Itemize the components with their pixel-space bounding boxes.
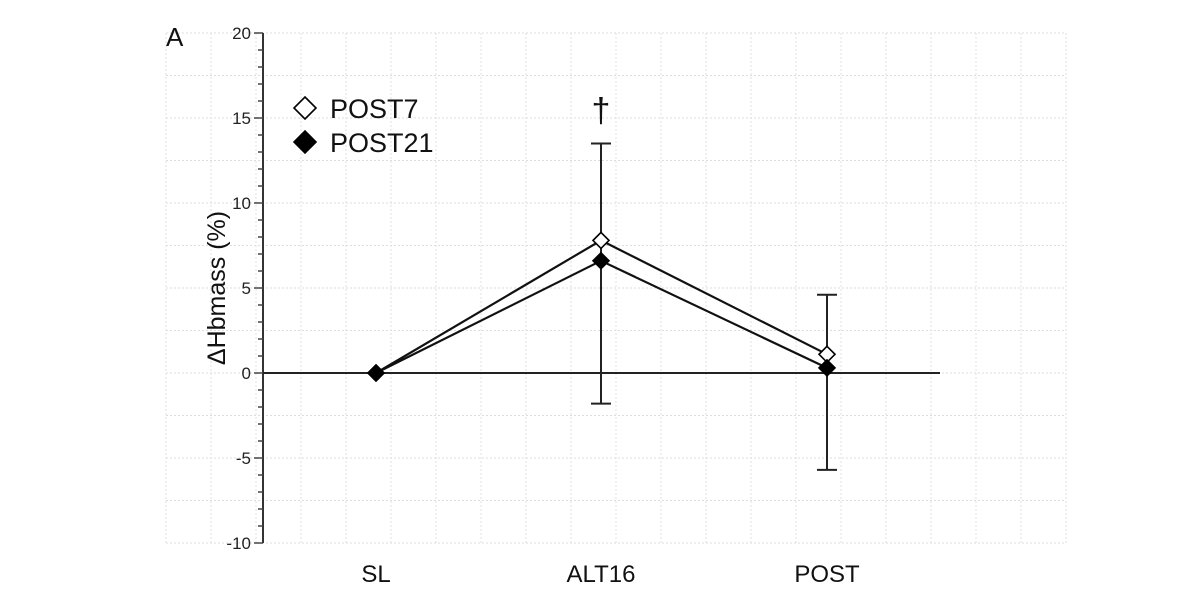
y-tick-label: 0 — [242, 364, 251, 383]
legend-marker — [292, 95, 318, 121]
data-point-post21 — [366, 363, 386, 383]
marks: † — [366, 92, 837, 471]
y-tick-label: -5 — [236, 449, 251, 468]
x-tick-label: ALT16 — [567, 561, 636, 588]
data-point-post21 — [817, 358, 837, 378]
data-point-post7 — [591, 231, 611, 250]
y-tick-label: -10 — [226, 534, 251, 553]
x-tick-label: POST — [794, 561, 860, 588]
y-tick-label: 10 — [232, 194, 251, 213]
y-tick-label: 20 — [232, 24, 251, 43]
legend-marker — [292, 129, 318, 155]
legend: POST7 POST21 — [292, 94, 434, 158]
panel-label: A — [166, 22, 184, 52]
y-tick-label: 5 — [242, 279, 251, 298]
legend-label: POST21 — [330, 128, 434, 158]
significance-dagger: † — [592, 92, 611, 130]
data-point-post21 — [591, 251, 611, 270]
y-tick-label: 15 — [232, 109, 251, 128]
y-axis-label: ΔHbmass (%) — [203, 211, 231, 365]
legend-label: POST7 — [330, 94, 419, 124]
x-tick-label: SL — [361, 561, 390, 588]
grid — [165, 32, 1067, 544]
